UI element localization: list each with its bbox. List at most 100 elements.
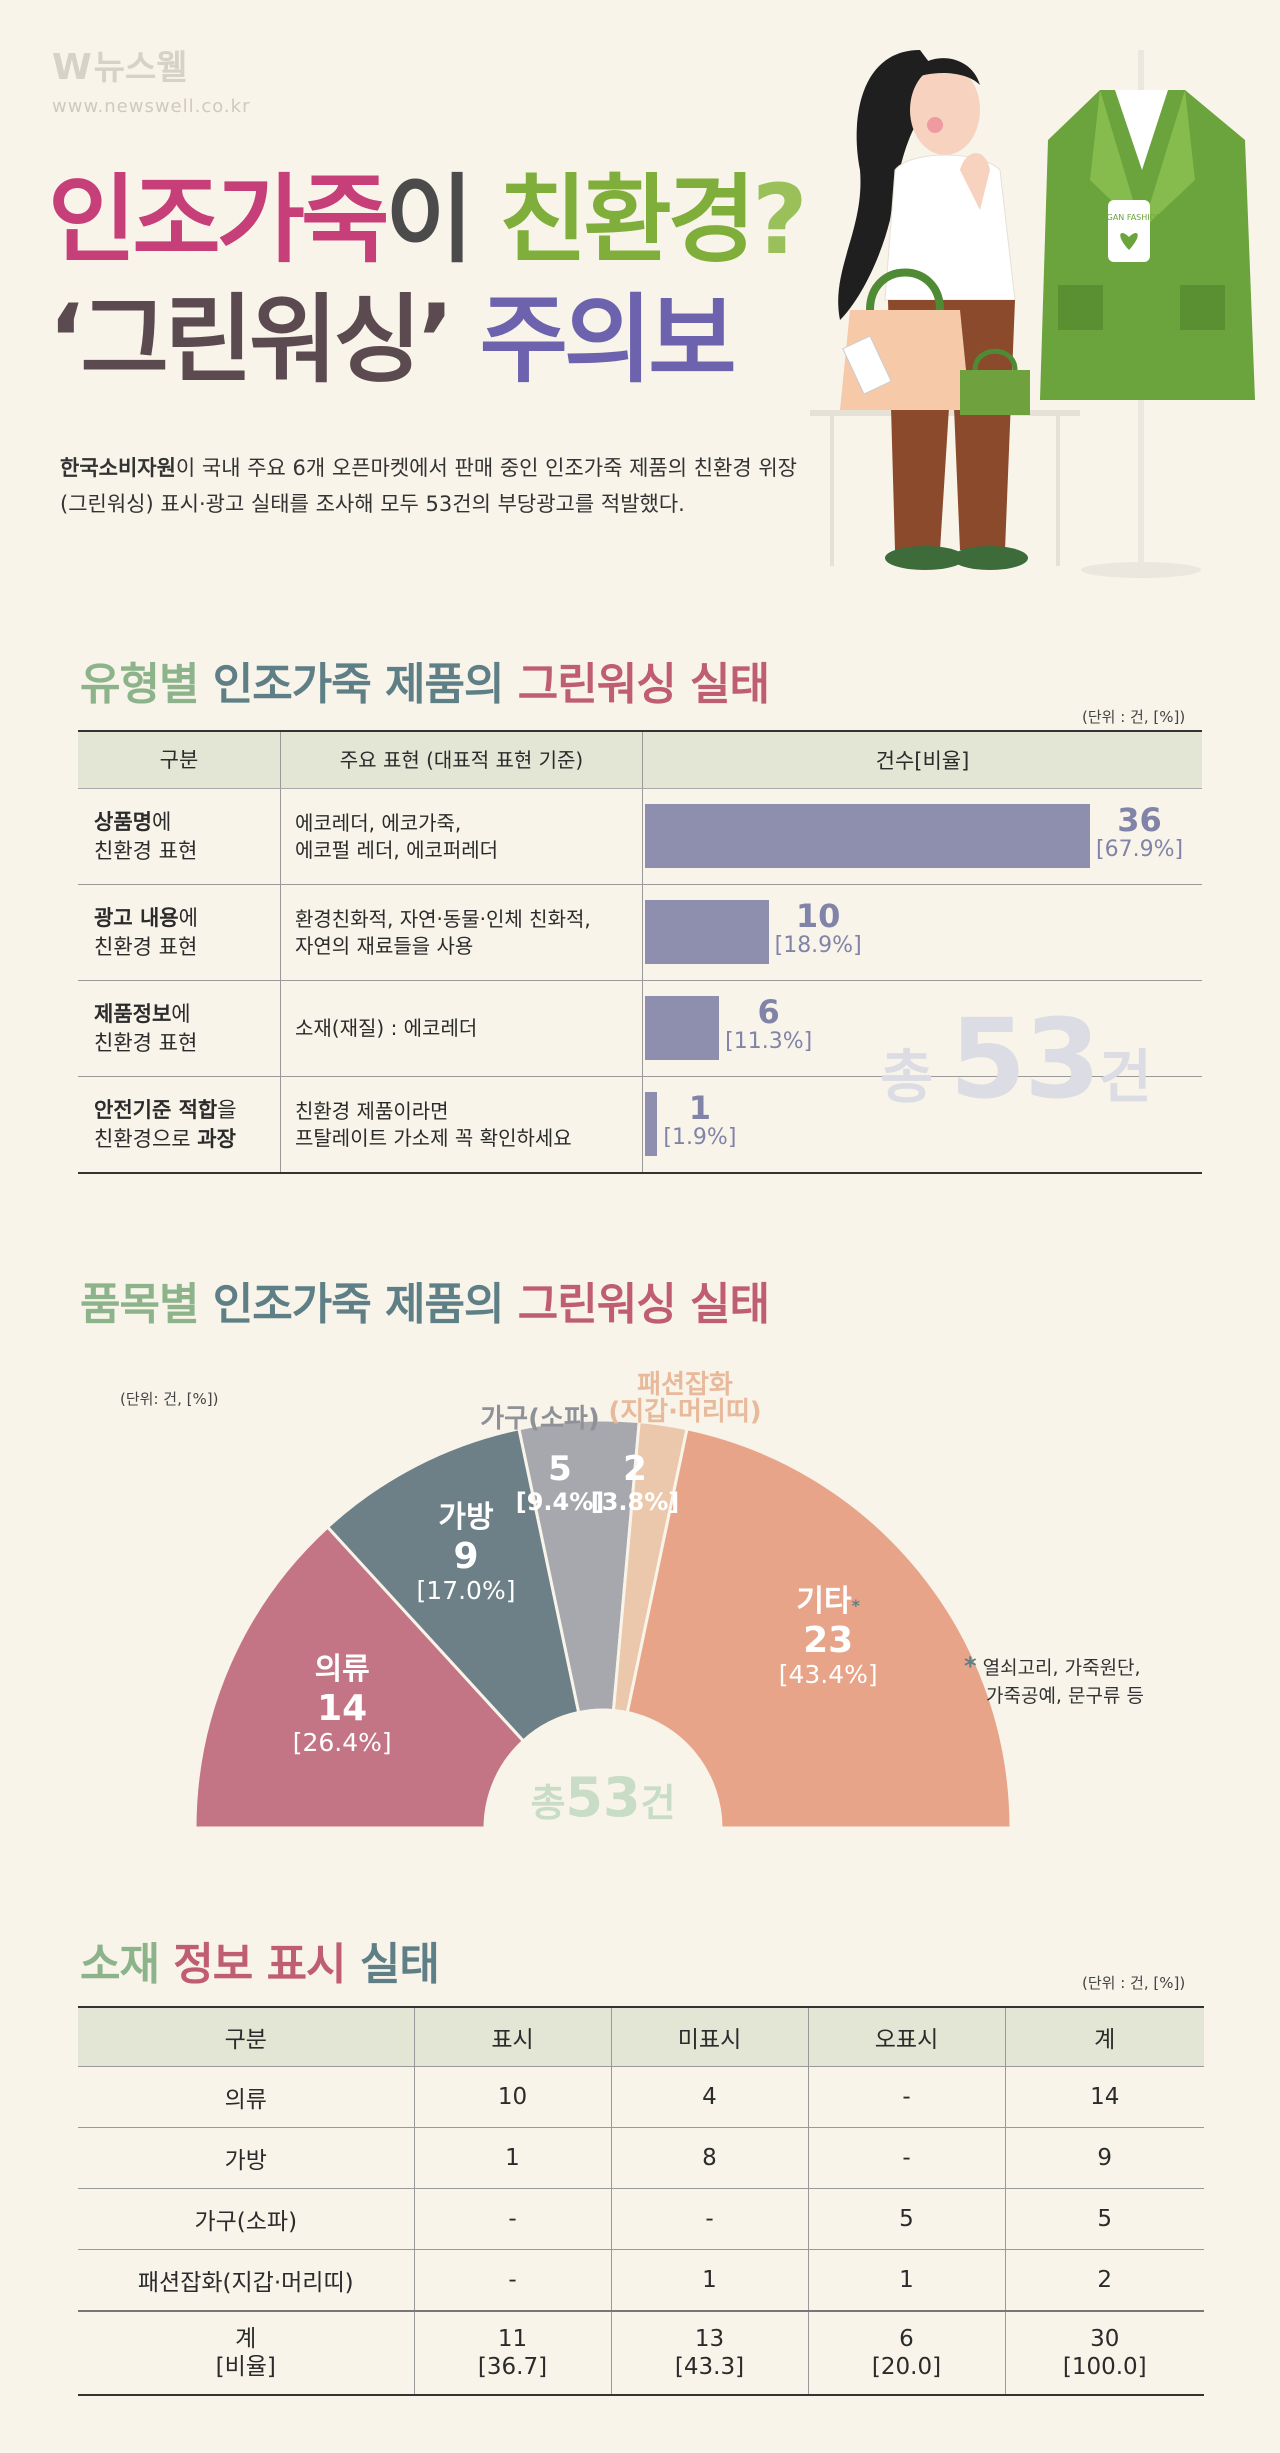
- total-count-watermark: 총 53건: [880, 995, 1152, 1123]
- coat-pocket: [1180, 285, 1225, 330]
- table-row: 가구(소파) - -5 5: [78, 2188, 1204, 2250]
- other-footnote: * 열쇠고리, 가죽원단, 가죽공예, 문구류 등: [964, 1652, 1144, 1710]
- slice-name: 가방: [438, 1500, 494, 1536]
- table-cell: 5: [807, 2188, 1005, 2250]
- pie-slice-label: 5 [9.4%]: [500, 1449, 620, 1517]
- slice-value: 23: [803, 1619, 854, 1661]
- header-category: 구분: [78, 732, 281, 788]
- header-expression: 주요 표현 (대표적 표현 기준): [281, 732, 643, 788]
- table-leg: [830, 416, 834, 566]
- table-cell: 패션잡화(지갑·머리띠): [78, 2249, 414, 2312]
- table-leg: [1056, 416, 1060, 566]
- woman-hands: [960, 153, 990, 210]
- pie-slice-name-outside: 가구(소파): [430, 1404, 650, 1434]
- footnote-asterisk: *: [964, 1652, 977, 1680]
- material-table-header: 계: [1004, 2006, 1204, 2067]
- type-table-row: 안전기준 적합을 친환경으로 과장 친환경 제품이라면 프탈레이트 가소제 꼭 …: [78, 1077, 1202, 1174]
- intro-bold: 한국소비자원: [60, 456, 176, 480]
- coat-lapel: [1142, 90, 1195, 230]
- small-bag-handle: [972, 348, 1018, 371]
- title-word-warning: 주의보: [450, 284, 737, 396]
- material-table-header: 구분: [78, 2006, 414, 2067]
- slice-value: 5: [548, 1449, 572, 1489]
- table-total-row: 계 [비율] 11 [36.7] 13 [43.3] 6 [20.0] 30 [100.0]: [78, 2310, 1204, 2396]
- slice-percent: [17.0%]: [416, 1575, 516, 1605]
- woman-shirt: [884, 154, 1016, 301]
- total-number: 53: [949, 995, 1101, 1123]
- section1-title-part: 유형별: [80, 659, 199, 710]
- slice-name: 가구(소파): [480, 1404, 600, 1434]
- bar: [645, 996, 720, 1060]
- total-value: 11: [497, 2326, 528, 2352]
- pie-slice-name-outside: 패션잡화 (지갑·머리띠): [575, 1371, 795, 1428]
- small-bag: [960, 370, 1030, 415]
- title-particle: 이: [385, 164, 500, 276]
- total-cell: 6 [20.0]: [807, 2310, 1005, 2396]
- section2-title-part: 그린워싱 실태: [503, 1279, 770, 1330]
- intro-paragraph: 한국소비자원이 국내 주요 6개 오픈마켓에서 판매 중인 인조가죽 제품의 친…: [60, 450, 820, 522]
- bar-count: 1: [688, 1089, 712, 1127]
- row-category: 광고 내용에 친환경 표현: [78, 885, 281, 980]
- category-bold: 과장: [197, 1126, 236, 1151]
- main-title-line2: ‘그린워싱’ 주의보: [48, 292, 737, 388]
- category-bold: 제품정보: [94, 1001, 172, 1026]
- total-value: 6: [899, 2326, 914, 2352]
- coat-lapel: [1090, 90, 1142, 230]
- section1-title-part: 인조가죽: [198, 659, 386, 710]
- bar: [645, 1092, 658, 1156]
- category-text: 친환경으로: [94, 1126, 198, 1151]
- type-table-row: 제품정보에 친환경 표현 소재(재질) : 에코레더 6 [11.3%]: [78, 981, 1202, 1077]
- table-cell: -: [807, 2066, 1005, 2128]
- bar-count: 6: [757, 993, 780, 1031]
- total-cell: 11 [36.7]: [413, 2310, 611, 2396]
- woman-bangs: [910, 58, 980, 85]
- category-text: 친환경 표현: [94, 1030, 198, 1055]
- pie-slice: [625, 1426, 1013, 1830]
- row-expression: 친환경 제품이라면 프탈레이트 가소제 꼭 확인하세요: [281, 1077, 643, 1172]
- footnote-line2: 가죽공예, 문구류 등: [986, 1685, 1144, 1707]
- pie-slice-label: 기타* 23 [43.4%]: [728, 1585, 928, 1690]
- slice-value: 2: [623, 1449, 647, 1489]
- newswell-logo[interactable]: W 뉴스웰: [52, 40, 188, 89]
- table-cell: 1: [610, 2249, 808, 2312]
- pie-slice: [193, 1524, 526, 1830]
- table-cell: 의류: [78, 2066, 414, 2128]
- pie-slice-label: 가방 9 [17.0%]: [366, 1500, 566, 1606]
- table-row: 패션잡화(지갑·머리띠) -1 1 2: [78, 2249, 1204, 2312]
- woman-face: [910, 65, 980, 155]
- center-suffix: 건: [640, 1781, 676, 1825]
- slice-percent: [43.4%]: [778, 1660, 878, 1690]
- vegan-heart-icon: [1120, 233, 1138, 250]
- slice-name: (지갑·머리띠): [608, 1397, 762, 1428]
- vegan-tag-text: VEGAN FASHION: [1096, 213, 1162, 222]
- expression-line: 환경친화적, 자연·동물·인체 친화적,: [295, 906, 591, 931]
- table-cell: 10: [413, 2066, 611, 2128]
- section3-title-part: 실태: [345, 1939, 440, 1990]
- total-ratio: [비율]: [215, 2354, 276, 2380]
- section1-title-part: 제품의: [385, 659, 504, 710]
- category-text: 에: [178, 905, 198, 930]
- table-cell: -: [610, 2188, 808, 2250]
- slice-name: 의류: [314, 1652, 370, 1688]
- category-bold: 안전기준 적합: [94, 1097, 218, 1122]
- woman-shoe: [885, 546, 965, 570]
- section1-title: 유형별 인조가죽 제품의 그린워싱 실태: [80, 648, 770, 712]
- total-cell: 13 [43.3]: [610, 2310, 808, 2396]
- footnote-line1: 열쇠고리, 가죽원단,: [982, 1657, 1141, 1679]
- row-bar-cell: 36 [67.9%]: [643, 789, 1202, 884]
- bar-percent: [67.9%]: [1096, 837, 1184, 862]
- expression-line: 에코레더, 에코가죽,: [295, 810, 462, 835]
- header-count: 건수[비율]: [875, 749, 970, 773]
- section1-unit: (단위 : 건, [%]): [1082, 708, 1186, 726]
- bar-count: 10: [795, 897, 841, 935]
- table-cell: -: [413, 2188, 611, 2250]
- table-row: 의류 10 4-14: [78, 2066, 1204, 2128]
- slice-name: 기타: [796, 1584, 852, 1620]
- expression-line: 친환경 제품이라면: [295, 1098, 449, 1123]
- logo-text: 뉴스웰: [93, 48, 188, 88]
- row-bar-cell: 6 [11.3%]: [643, 981, 1202, 1076]
- bar: [645, 900, 769, 964]
- title-question: ?: [752, 164, 808, 276]
- bar-count: 36: [1117, 801, 1162, 839]
- material-table-header: 오표시: [807, 2006, 1005, 2067]
